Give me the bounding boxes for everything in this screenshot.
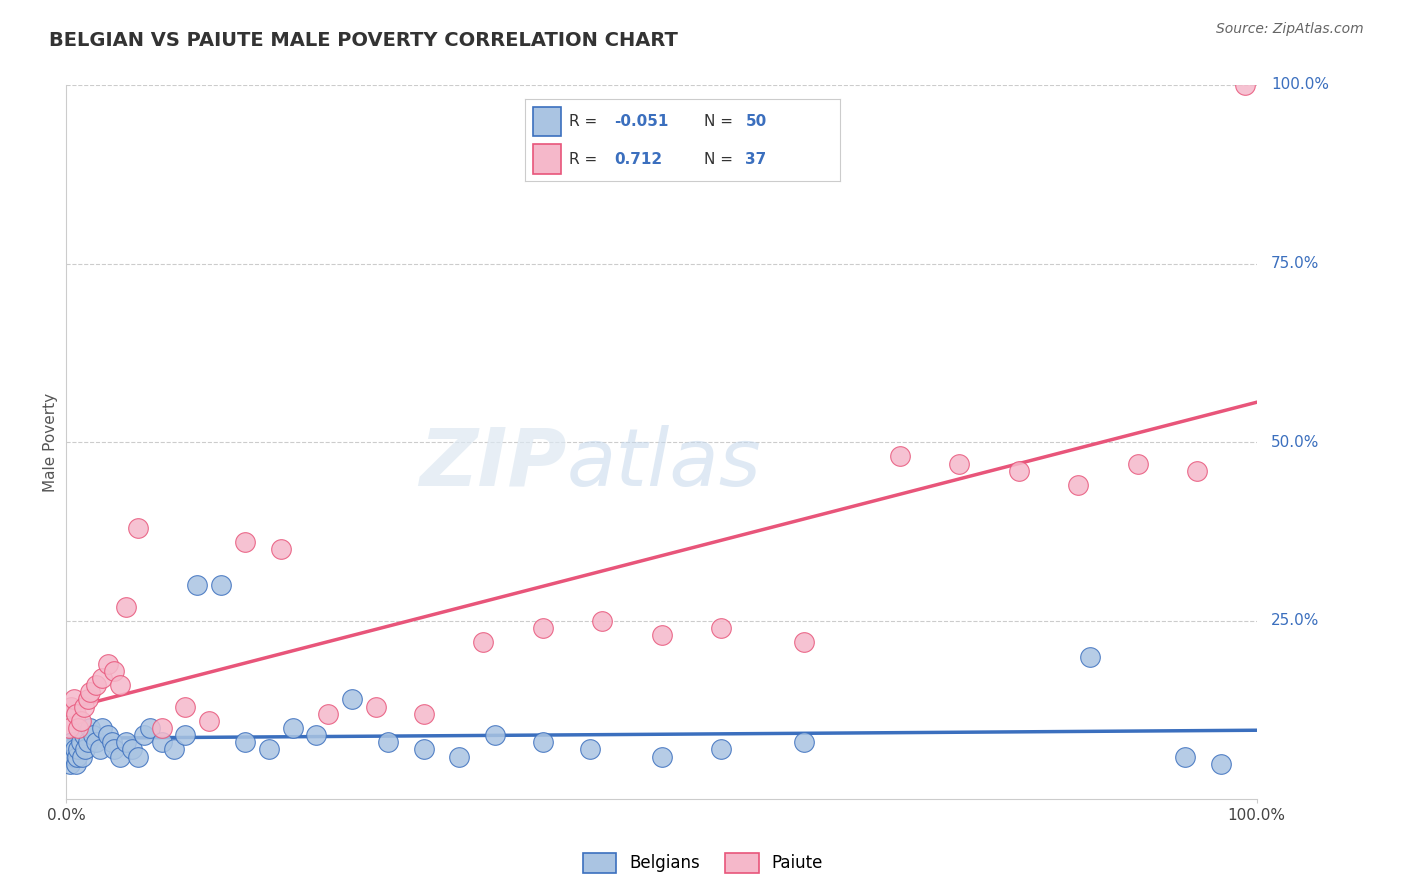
Point — [62, 749, 84, 764]
Point — [484, 728, 506, 742]
Point — [270, 542, 292, 557]
Point — [139, 721, 162, 735]
Point — [103, 742, 125, 756]
Text: 50.0%: 50.0% — [1271, 434, 1319, 450]
Point — [1233, 78, 1256, 92]
Point — [79, 721, 101, 735]
Point — [60, 735, 83, 749]
Point — [1067, 478, 1090, 492]
Point — [100, 735, 122, 749]
Point — [305, 728, 328, 742]
Point — [58, 721, 80, 735]
Point — [62, 692, 84, 706]
Point — [67, 721, 90, 735]
Point — [103, 664, 125, 678]
Point — [364, 699, 387, 714]
Point — [449, 749, 471, 764]
Point — [412, 706, 434, 721]
Point — [67, 742, 90, 756]
Point — [1209, 756, 1232, 771]
Text: atlas: atlas — [567, 425, 761, 502]
Point — [79, 685, 101, 699]
Point — [651, 628, 673, 642]
Point — [340, 692, 363, 706]
Point — [132, 728, 155, 742]
Point — [793, 635, 815, 649]
Point — [97, 728, 120, 742]
Point — [651, 749, 673, 764]
Point — [82, 728, 104, 742]
Point — [186, 578, 208, 592]
Point — [77, 692, 100, 706]
Point — [115, 735, 138, 749]
Point — [377, 735, 399, 749]
Point — [65, 756, 87, 771]
Point — [89, 742, 111, 756]
Point — [793, 735, 815, 749]
Point — [591, 614, 613, 628]
Point — [579, 742, 602, 756]
Point — [948, 457, 970, 471]
Point — [1078, 649, 1101, 664]
Point — [73, 728, 96, 742]
Point — [281, 721, 304, 735]
Point — [710, 742, 733, 756]
Point — [60, 742, 83, 756]
Point — [91, 721, 114, 735]
Point — [531, 621, 554, 635]
Point — [1174, 749, 1197, 764]
Point — [108, 749, 131, 764]
Point — [257, 742, 280, 756]
Point — [710, 621, 733, 635]
Text: BELGIAN VS PAIUTE MALE POVERTY CORRELATION CHART: BELGIAN VS PAIUTE MALE POVERTY CORRELATI… — [49, 31, 678, 50]
Point — [412, 742, 434, 756]
Text: 100.0%: 100.0% — [1271, 78, 1329, 93]
Point — [1185, 464, 1208, 478]
Text: 75.0%: 75.0% — [1271, 256, 1319, 271]
Point — [233, 535, 256, 549]
Point — [58, 749, 80, 764]
Point — [115, 599, 138, 614]
Legend: Belgians, Paiute: Belgians, Paiute — [576, 847, 830, 880]
Point — [233, 735, 256, 749]
Point — [198, 714, 221, 728]
Point — [63, 742, 86, 756]
Text: Source: ZipAtlas.com: Source: ZipAtlas.com — [1216, 22, 1364, 37]
Point — [108, 678, 131, 692]
Point — [73, 699, 96, 714]
Point — [66, 749, 89, 764]
Point — [127, 521, 149, 535]
Point — [316, 706, 339, 721]
Point — [91, 671, 114, 685]
Point — [174, 728, 197, 742]
Point — [127, 749, 149, 764]
Point — [75, 742, 97, 756]
Point — [150, 721, 173, 735]
Text: 25.0%: 25.0% — [1271, 614, 1319, 628]
Point — [70, 749, 93, 764]
Point — [531, 735, 554, 749]
Point — [150, 735, 173, 749]
Point — [69, 714, 91, 728]
Point — [1126, 457, 1149, 471]
Y-axis label: Male Poverty: Male Poverty — [44, 392, 58, 491]
Point — [174, 699, 197, 714]
Point — [472, 635, 495, 649]
Point — [69, 735, 91, 749]
Point — [121, 742, 143, 756]
Point — [84, 678, 107, 692]
Point — [162, 742, 184, 756]
Point — [84, 735, 107, 749]
Text: ZIP: ZIP — [419, 425, 567, 502]
Point — [59, 756, 82, 771]
Point — [60, 699, 83, 714]
Point — [77, 735, 100, 749]
Point — [65, 706, 87, 721]
Point — [209, 578, 232, 592]
Point — [889, 450, 911, 464]
Point — [1007, 464, 1029, 478]
Point — [97, 657, 120, 671]
